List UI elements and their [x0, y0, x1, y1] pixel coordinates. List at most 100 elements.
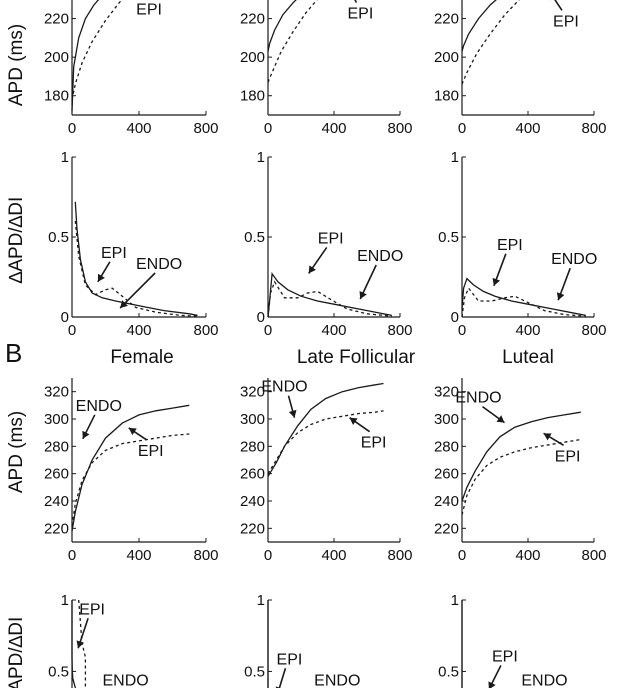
x-tick-label: 800: [387, 120, 412, 137]
arrow-head: [76, 640, 85, 649]
x-tick-label: 400: [126, 120, 151, 137]
y-tick-label: 0: [61, 309, 69, 326]
x-tick-label: 400: [515, 547, 540, 564]
arrow-head: [288, 409, 297, 418]
series-group: [461, 411, 581, 515]
annotation-endo: ENDO: [455, 390, 501, 407]
x-tick-label: 800: [581, 322, 606, 339]
arrow-head: [492, 277, 501, 286]
x-tick-label: 800: [581, 120, 606, 137]
series-group: [71, 0, 123, 112]
x-tick-label: 400: [321, 547, 346, 564]
series-line-endo: [74, 201, 198, 317]
x-tick-label: 800: [387, 322, 412, 339]
series-line-epi: [461, 438, 581, 515]
arrow-head: [120, 300, 128, 308]
annotation-epi: EPI: [79, 601, 105, 618]
y-tick-label: 260: [44, 466, 69, 483]
annotation-epi: EPI: [136, 2, 162, 19]
panel-0-1: 180 200 220 0 400 800 EPI: [240, 0, 413, 137]
annotation-endo: ENDO: [314, 673, 360, 688]
y-tick-label: 180: [44, 88, 69, 105]
annotation-arrow: [119, 272, 156, 309]
panel-2-0: 220 240 260 280 300 320 0 400 800 ENDO EPI: [44, 378, 219, 564]
y-tick-label: 200: [434, 49, 459, 66]
x-tick-label: 0: [264, 322, 272, 339]
y-tick-label: 240: [44, 493, 69, 510]
y-tick-label: 0.5: [48, 663, 69, 680]
column-title-female: Female: [110, 347, 173, 368]
annotation-endo: ENDO: [261, 379, 307, 396]
series-group: [461, 0, 520, 85]
x-tick-label: 400: [321, 120, 346, 137]
y-tick-label: 220: [44, 520, 69, 537]
x-tick-label: 0: [458, 120, 466, 137]
y-tick-label: 240: [240, 493, 265, 510]
x-tick-label: 800: [193, 120, 218, 137]
y-tick-label: 280: [44, 438, 69, 455]
y-tick-label: 1: [451, 149, 459, 166]
panel-1-1: 0 0.5 1 0 400 800 EPI ENDO: [244, 149, 412, 339]
annotation-endo: ENDO: [521, 673, 567, 688]
y-tick-label: 320: [44, 384, 69, 401]
series-group: [267, 272, 392, 318]
series-group: [267, 0, 318, 83]
y-tick-label: 1: [257, 592, 265, 609]
x-tick-label: 0: [68, 322, 76, 339]
series-line-endo: [461, 277, 586, 317]
annotation-epi: EPI: [492, 648, 518, 665]
row3-ylabel: APD (ms): [6, 411, 27, 493]
series-line-endo: [71, 600, 77, 688]
panel-3-0: 0.5 1 EPI ENDO: [48, 592, 149, 688]
arrow-head: [556, 292, 565, 301]
y-tick-label: 260: [434, 466, 459, 483]
annotation-endo: ENDO: [551, 251, 597, 268]
series-line-epi: [461, 286, 586, 318]
arrow-head: [82, 430, 90, 439]
y-tick-label: 1: [257, 149, 265, 166]
series-line-endo: [267, 272, 392, 318]
series-line-epi: [267, 280, 392, 318]
series-line-epi: [267, 410, 384, 475]
arrow-head: [97, 273, 105, 282]
y-tick-label: 280: [240, 438, 265, 455]
y-tick-label: 220: [240, 520, 265, 537]
column-title-late-follicular: Late Follicular: [297, 347, 416, 368]
y-tick-label: 320: [434, 384, 459, 401]
x-tick-label: 0: [458, 322, 466, 339]
y-tick-label: 0.5: [244, 663, 265, 680]
series-line-epi: [74, 220, 198, 317]
row1-ylabel: APD (ms): [6, 24, 27, 106]
column-title-luteal: Luteal: [502, 347, 554, 368]
annotation-endo: ENDO: [102, 673, 148, 688]
annotation-endo: ENDO: [76, 398, 122, 415]
x-tick-label: 400: [321, 322, 346, 339]
y-tick-label: 260: [240, 466, 265, 483]
x-tick-label: 0: [458, 547, 466, 564]
annotation-epi: EPI: [553, 13, 579, 30]
y-tick-label: 300: [434, 411, 459, 428]
series-line-epi: [78, 600, 87, 688]
y-tick-label: 0.5: [244, 229, 265, 246]
series-group: [71, 600, 87, 688]
arrow-head: [349, 417, 358, 425]
annotation-epi: EPI: [101, 245, 127, 262]
annotation-endo: ENDO: [357, 248, 403, 265]
series-group: [461, 277, 586, 318]
y-tick-label: 200: [44, 49, 69, 66]
series-line-endo: [461, 411, 581, 502]
annotation-epi: EPI: [497, 237, 523, 254]
y-tick-label: 240: [434, 493, 459, 510]
x-tick-label: 400: [126, 322, 151, 339]
y-tick-label: 280: [434, 438, 459, 455]
y-tick-label: 220: [44, 11, 69, 28]
panel-0-0: 180 200 220 0 400 800 EPI: [44, 0, 219, 137]
x-tick-label: 0: [68, 547, 76, 564]
series-line-endo: [71, 404, 190, 532]
y-tick-label: 1: [451, 592, 459, 609]
series-line-epi: [267, 0, 318, 83]
y-tick-label: 0.5: [438, 663, 459, 680]
